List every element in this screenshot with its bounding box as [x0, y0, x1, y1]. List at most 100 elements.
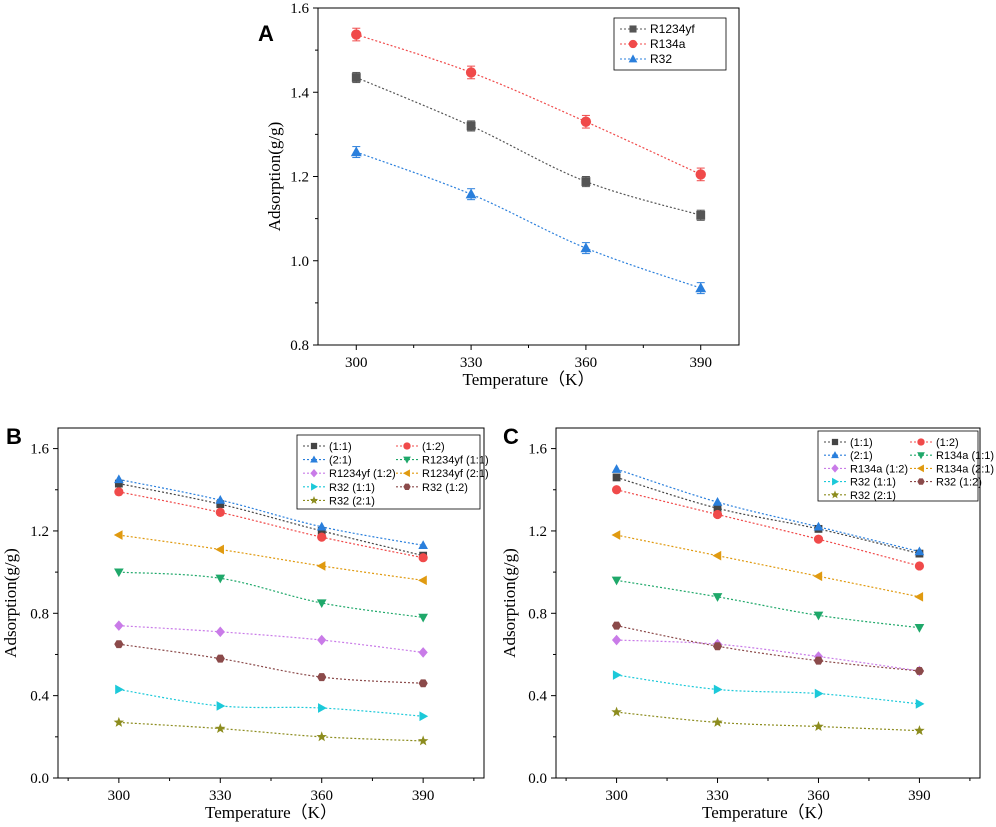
series-2-1 [114, 474, 428, 550]
data-point [813, 721, 824, 731]
y-tick-label: 0.4 [528, 689, 547, 705]
series-r32-2-1 [611, 706, 925, 736]
series-r134a [351, 27, 706, 182]
series-line [118, 491, 424, 559]
data-point [813, 521, 824, 531]
legend-box [817, 430, 979, 502]
data-point [316, 599, 327, 609]
legend-label: R1234yf (1:1) [422, 455, 489, 467]
data-point [712, 642, 723, 651]
data-point [318, 703, 327, 713]
series-line [616, 711, 920, 732]
series-line [616, 468, 920, 553]
x-tick-label: 330 [460, 355, 483, 371]
legend-label: R32 (1:1) [329, 482, 375, 494]
data-point [418, 553, 428, 563]
series-line [356, 33, 701, 175]
series-line [356, 151, 701, 289]
x-axis-title: Temperature（K） [463, 370, 595, 389]
x-tick-label: 300 [345, 355, 368, 371]
series-r1234yf-1-1 [114, 568, 428, 623]
legend-marker [830, 490, 840, 499]
series-line [118, 721, 424, 742]
series-r32-1-2 [611, 621, 925, 675]
legend-label: (1:1) [850, 437, 873, 449]
legend-label: R134a (1:2) [850, 463, 908, 475]
data-point [611, 485, 622, 495]
data-point [713, 684, 723, 695]
series-line [118, 482, 424, 557]
data-point [113, 716, 125, 727]
legend-box [296, 434, 481, 510]
legend-marker [403, 456, 411, 464]
legend-marker [310, 455, 318, 463]
series-line [118, 478, 424, 546]
series-r32 [350, 146, 707, 295]
x-tick-label: 300 [108, 788, 131, 804]
x-tick-label: 300 [605, 788, 628, 804]
data-point [914, 624, 925, 633]
legend-marker [403, 483, 411, 490]
panel-letter: B [6, 424, 22, 449]
legend-label: R1234yf [650, 22, 695, 36]
data-point [216, 701, 226, 711]
legend-label: (2:1) [329, 455, 352, 467]
data-point [317, 634, 327, 646]
series-r32-1-1 [115, 684, 429, 722]
data-point [915, 699, 925, 709]
series-r32-2-1 [113, 716, 429, 746]
y-tick-label: 1.0 [290, 254, 309, 270]
legend-marker [402, 469, 410, 478]
legend-marker [311, 482, 319, 491]
data-point [712, 497, 723, 506]
legend-marker [831, 438, 839, 446]
data-point [612, 670, 622, 680]
y-tick-label: 1.4 [290, 85, 309, 101]
legend-label: R32 (1:2) [422, 482, 468, 494]
data-point [581, 177, 591, 186]
data-point [113, 530, 123, 540]
legend-label: R32 [650, 52, 672, 66]
series-line [356, 76, 701, 216]
y-tick-label: 1.2 [290, 170, 309, 186]
data-point [813, 571, 823, 582]
data-point [813, 534, 824, 544]
series-line [118, 571, 424, 619]
legend-label: R32 (2:1) [850, 490, 896, 502]
x-tick-label: 390 [908, 788, 931, 804]
series-line [118, 534, 424, 581]
data-point [215, 494, 226, 504]
series-line [118, 625, 424, 654]
data-point [215, 654, 225, 663]
legend-marker [917, 438, 925, 446]
data-point [215, 507, 225, 518]
data-point [417, 735, 429, 746]
series-line [616, 476, 920, 555]
data-point [814, 688, 824, 699]
data-point [612, 473, 621, 482]
data-point [351, 73, 361, 82]
data-point [813, 656, 824, 665]
x-tick-label: 330 [209, 788, 232, 804]
data-point [712, 509, 723, 520]
series-r134a-1-2 [611, 634, 925, 677]
legend-marker [917, 452, 925, 460]
data-point [418, 647, 428, 658]
series-r1234yf [351, 71, 706, 221]
series-line [616, 489, 920, 567]
data-point [351, 29, 362, 40]
data-point [611, 464, 622, 473]
data-point [712, 593, 723, 602]
data-point [316, 561, 326, 571]
legend-marker [310, 442, 318, 450]
legend-label: R1234yf (2:1) [422, 468, 489, 480]
data-point [465, 188, 477, 199]
x-tick-label: 360 [575, 355, 598, 371]
data-point [114, 474, 124, 484]
series-1-2 [611, 485, 925, 571]
series-2-1 [611, 464, 925, 556]
legend-marker [831, 464, 839, 473]
series-line [118, 688, 424, 717]
